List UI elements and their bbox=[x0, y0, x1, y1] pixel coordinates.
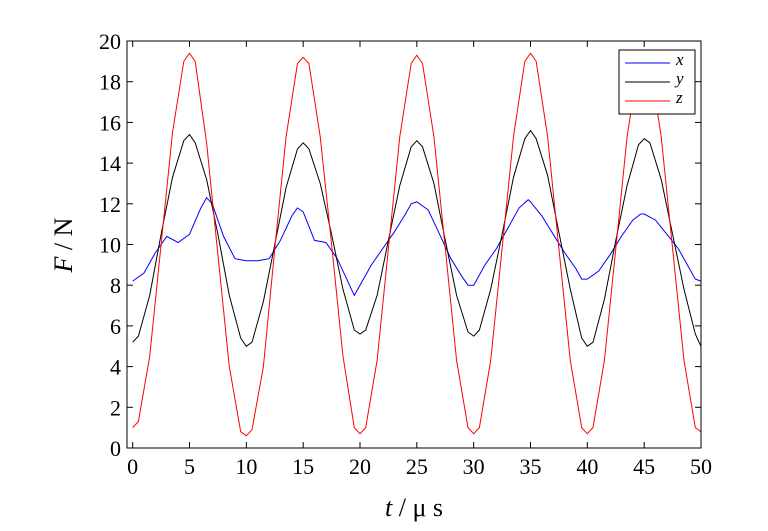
y-tick-label: 20 bbox=[99, 29, 121, 54]
x-axis-label-var: t bbox=[385, 493, 393, 522]
y-tick-label: 4 bbox=[110, 355, 121, 380]
y-tick-label: 16 bbox=[99, 110, 121, 135]
series-line-x bbox=[132, 196, 702, 297]
series-line-z bbox=[132, 52, 702, 437]
series-layer bbox=[132, 52, 702, 437]
y-axis-label-unit: / N bbox=[49, 217, 78, 256]
x-tick-label: 40 bbox=[576, 454, 598, 479]
y-axis-label-var: F bbox=[49, 255, 78, 273]
x-tick-label: 25 bbox=[406, 454, 428, 479]
ticks-layer: 0 5 10 15 20 25 30 35 40 45 50 0 2 4 6 8 10 12 14 16 18 20 bbox=[99, 29, 712, 479]
legend: xyz bbox=[618, 49, 696, 115]
y-tick-label: 18 bbox=[99, 70, 121, 95]
x-tick-label: 5 bbox=[184, 454, 195, 479]
y-tick-label: 14 bbox=[99, 151, 121, 176]
legend-label-x: x bbox=[675, 50, 684, 69]
x-tick-label: 10 bbox=[235, 454, 257, 479]
x-tick-label: 35 bbox=[520, 454, 542, 479]
legend-label-z: z bbox=[675, 88, 683, 107]
x-axis-label: t / μ s bbox=[385, 493, 443, 522]
y-tick-label: 10 bbox=[99, 233, 121, 258]
x-tick-label: 45 bbox=[633, 454, 655, 479]
x-tick-label: 15 bbox=[292, 454, 314, 479]
y-tick-label: 6 bbox=[110, 314, 121, 339]
y-tick-label: 0 bbox=[110, 436, 121, 461]
x-tick-label: 0 bbox=[127, 454, 138, 479]
x-tick-label: 20 bbox=[349, 454, 371, 479]
y-axis-label: F / N bbox=[49, 217, 78, 273]
series-line-y bbox=[132, 129, 702, 348]
x-tick-label: 30 bbox=[463, 454, 485, 479]
y-tick-label: 2 bbox=[110, 395, 121, 420]
legend-label-y: y bbox=[674, 69, 684, 88]
x-tick-label: 50 bbox=[690, 454, 712, 479]
y-tick-label: 12 bbox=[99, 192, 121, 217]
y-tick-label: 8 bbox=[110, 273, 121, 298]
x-axis-label-unit: / μ s bbox=[392, 493, 443, 522]
